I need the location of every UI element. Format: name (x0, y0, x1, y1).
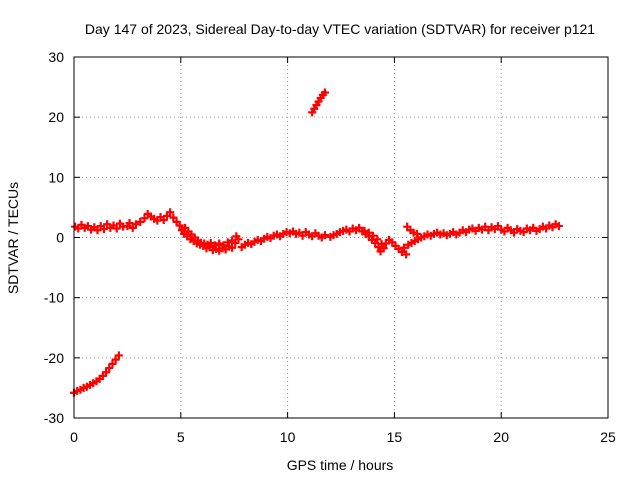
data-point-early-arc (102, 368, 111, 377)
data-point-early-arc (108, 359, 117, 368)
data-point-main (140, 214, 149, 223)
x-tick-label: 15 (387, 429, 403, 445)
chart-title: Day 147 of 2023, Sidereal Day-to-day VTE… (85, 21, 595, 37)
data-point-main (136, 217, 145, 226)
data-point-overlap (206, 238, 215, 247)
data-point-main (112, 224, 121, 233)
x-tick-label: 20 (493, 429, 509, 445)
data-point-short-arc (320, 88, 329, 97)
data-point-main (554, 222, 563, 231)
data-point-early-arc (114, 351, 123, 360)
data-point-overlap (373, 235, 382, 244)
data-point-overlap (377, 240, 386, 249)
data-point-main (379, 244, 388, 253)
data-point-main (166, 208, 175, 217)
y-tick-label: 20 (48, 109, 64, 125)
data-point-overlap (215, 239, 224, 248)
data-point-main (320, 231, 329, 240)
data-point-early-arc (111, 355, 120, 364)
data-point-overlap (360, 226, 369, 235)
data-point-overlap (232, 232, 241, 241)
x-tick-label: 5 (177, 429, 185, 445)
data-point-overlap (228, 236, 237, 245)
data-point-main (131, 220, 140, 229)
x-axis-label: GPS time / hours (287, 457, 394, 473)
data-point-overlap (369, 231, 378, 240)
x-tick-label: 10 (280, 429, 296, 445)
data-point-main (99, 225, 108, 234)
y-tick-label: 0 (56, 230, 64, 246)
y-tick-label: 10 (48, 169, 64, 185)
data-point-main (93, 226, 102, 235)
grid-lines (74, 57, 608, 418)
data-point-main (402, 250, 411, 259)
x-tick-label: 25 (600, 429, 616, 445)
data-point-overlap (364, 228, 373, 237)
data-point-main (125, 219, 134, 228)
data-point-main (228, 243, 237, 252)
data-points (70, 88, 563, 397)
axis-ticks: 0 5 10 15 20 25 -30 -20 -10 0 10 20 30 (44, 49, 616, 445)
data-point-main (400, 243, 409, 252)
y-tick-label: -20 (44, 350, 64, 366)
y-tick-label: -10 (44, 290, 64, 306)
data-point-main (159, 216, 168, 225)
data-point-overlap (219, 241, 228, 250)
y-tick-label: -30 (44, 410, 64, 426)
data-point-main (175, 221, 184, 230)
data-point-early-arc (105, 364, 114, 373)
data-point-overlap (223, 238, 232, 247)
y-axis-label: SDTVAR / TECUs (5, 182, 21, 294)
data-point-main (169, 213, 178, 222)
data-point-overlap (412, 229, 421, 238)
x-tick-label: 0 (70, 429, 78, 445)
data-point-main (397, 247, 406, 256)
data-point-overlap (210, 241, 219, 250)
y-tick-label: 30 (48, 49, 64, 65)
